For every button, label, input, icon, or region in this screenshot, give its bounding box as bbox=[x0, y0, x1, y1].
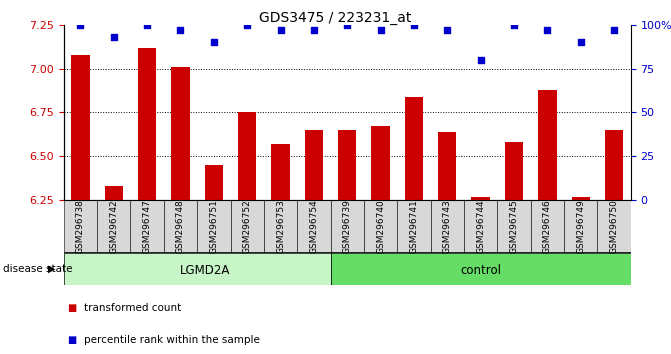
Bar bbox=[338, 130, 356, 200]
Point bbox=[475, 57, 486, 63]
Bar bbox=[331, 200, 364, 253]
Bar bbox=[364, 200, 397, 253]
Text: GSM296753: GSM296753 bbox=[276, 199, 285, 254]
Text: GSM296754: GSM296754 bbox=[309, 199, 319, 254]
Point bbox=[175, 27, 186, 33]
Bar bbox=[331, 253, 648, 285]
Bar bbox=[130, 200, 164, 253]
Bar bbox=[431, 200, 464, 253]
Text: ▶: ▶ bbox=[48, 264, 55, 274]
Point bbox=[609, 27, 619, 33]
Bar bbox=[472, 196, 490, 200]
Bar bbox=[405, 97, 423, 200]
Bar bbox=[438, 132, 456, 200]
Text: GSM296745: GSM296745 bbox=[509, 199, 519, 254]
Bar bbox=[71, 55, 90, 200]
Text: GSM296750: GSM296750 bbox=[609, 199, 619, 254]
Bar bbox=[64, 200, 97, 253]
Point bbox=[142, 22, 152, 28]
Text: GSM296739: GSM296739 bbox=[343, 199, 352, 254]
Point bbox=[509, 22, 519, 28]
Text: GSM296742: GSM296742 bbox=[109, 199, 118, 254]
Bar bbox=[97, 200, 130, 253]
Text: control: control bbox=[460, 264, 501, 277]
Bar bbox=[505, 142, 523, 200]
Text: ■: ■ bbox=[67, 303, 76, 313]
Text: GSM296752: GSM296752 bbox=[243, 199, 252, 254]
Text: LGMD2A: LGMD2A bbox=[180, 264, 231, 277]
Bar bbox=[105, 186, 123, 200]
Bar bbox=[397, 200, 431, 253]
Bar bbox=[238, 113, 256, 200]
Bar bbox=[572, 196, 590, 200]
Bar bbox=[597, 200, 631, 253]
Point bbox=[342, 22, 353, 28]
Bar bbox=[464, 200, 497, 253]
Bar bbox=[497, 200, 531, 253]
Text: percentile rank within the sample: percentile rank within the sample bbox=[84, 335, 260, 345]
Text: GSM296741: GSM296741 bbox=[409, 199, 419, 254]
Text: GSM296746: GSM296746 bbox=[543, 199, 552, 254]
Text: GSM296740: GSM296740 bbox=[376, 199, 385, 254]
Bar bbox=[531, 200, 564, 253]
Text: GSM296738: GSM296738 bbox=[76, 199, 85, 254]
Bar bbox=[138, 47, 156, 200]
Point bbox=[575, 39, 586, 45]
Point bbox=[442, 27, 453, 33]
Text: GSM296743: GSM296743 bbox=[443, 199, 452, 254]
Point bbox=[542, 27, 553, 33]
Bar bbox=[197, 200, 231, 253]
Bar bbox=[271, 144, 290, 200]
Text: disease state: disease state bbox=[3, 264, 73, 274]
Point bbox=[209, 39, 219, 45]
Point bbox=[309, 27, 319, 33]
Text: GSM296751: GSM296751 bbox=[209, 199, 218, 254]
Point bbox=[375, 27, 386, 33]
Bar bbox=[205, 165, 223, 200]
Bar bbox=[605, 130, 623, 200]
Point bbox=[75, 22, 86, 28]
Point bbox=[409, 22, 419, 28]
Bar bbox=[231, 200, 264, 253]
Bar bbox=[164, 200, 197, 253]
Text: GSM296748: GSM296748 bbox=[176, 199, 185, 254]
Text: ■: ■ bbox=[67, 335, 76, 345]
Point bbox=[109, 34, 119, 40]
Bar bbox=[297, 200, 331, 253]
Text: transformed count: transformed count bbox=[84, 303, 181, 313]
Bar bbox=[564, 200, 597, 253]
Text: GDS3475 / 223231_at: GDS3475 / 223231_at bbox=[259, 11, 412, 25]
Text: GSM296749: GSM296749 bbox=[576, 199, 585, 254]
Bar bbox=[171, 67, 190, 200]
Bar bbox=[305, 130, 323, 200]
Point bbox=[275, 27, 286, 33]
Bar bbox=[372, 126, 390, 200]
Text: GSM296747: GSM296747 bbox=[143, 199, 152, 254]
Bar bbox=[538, 90, 556, 200]
Bar bbox=[264, 200, 297, 253]
Text: GSM296744: GSM296744 bbox=[476, 199, 485, 254]
Point bbox=[242, 22, 252, 28]
Bar bbox=[64, 253, 331, 285]
